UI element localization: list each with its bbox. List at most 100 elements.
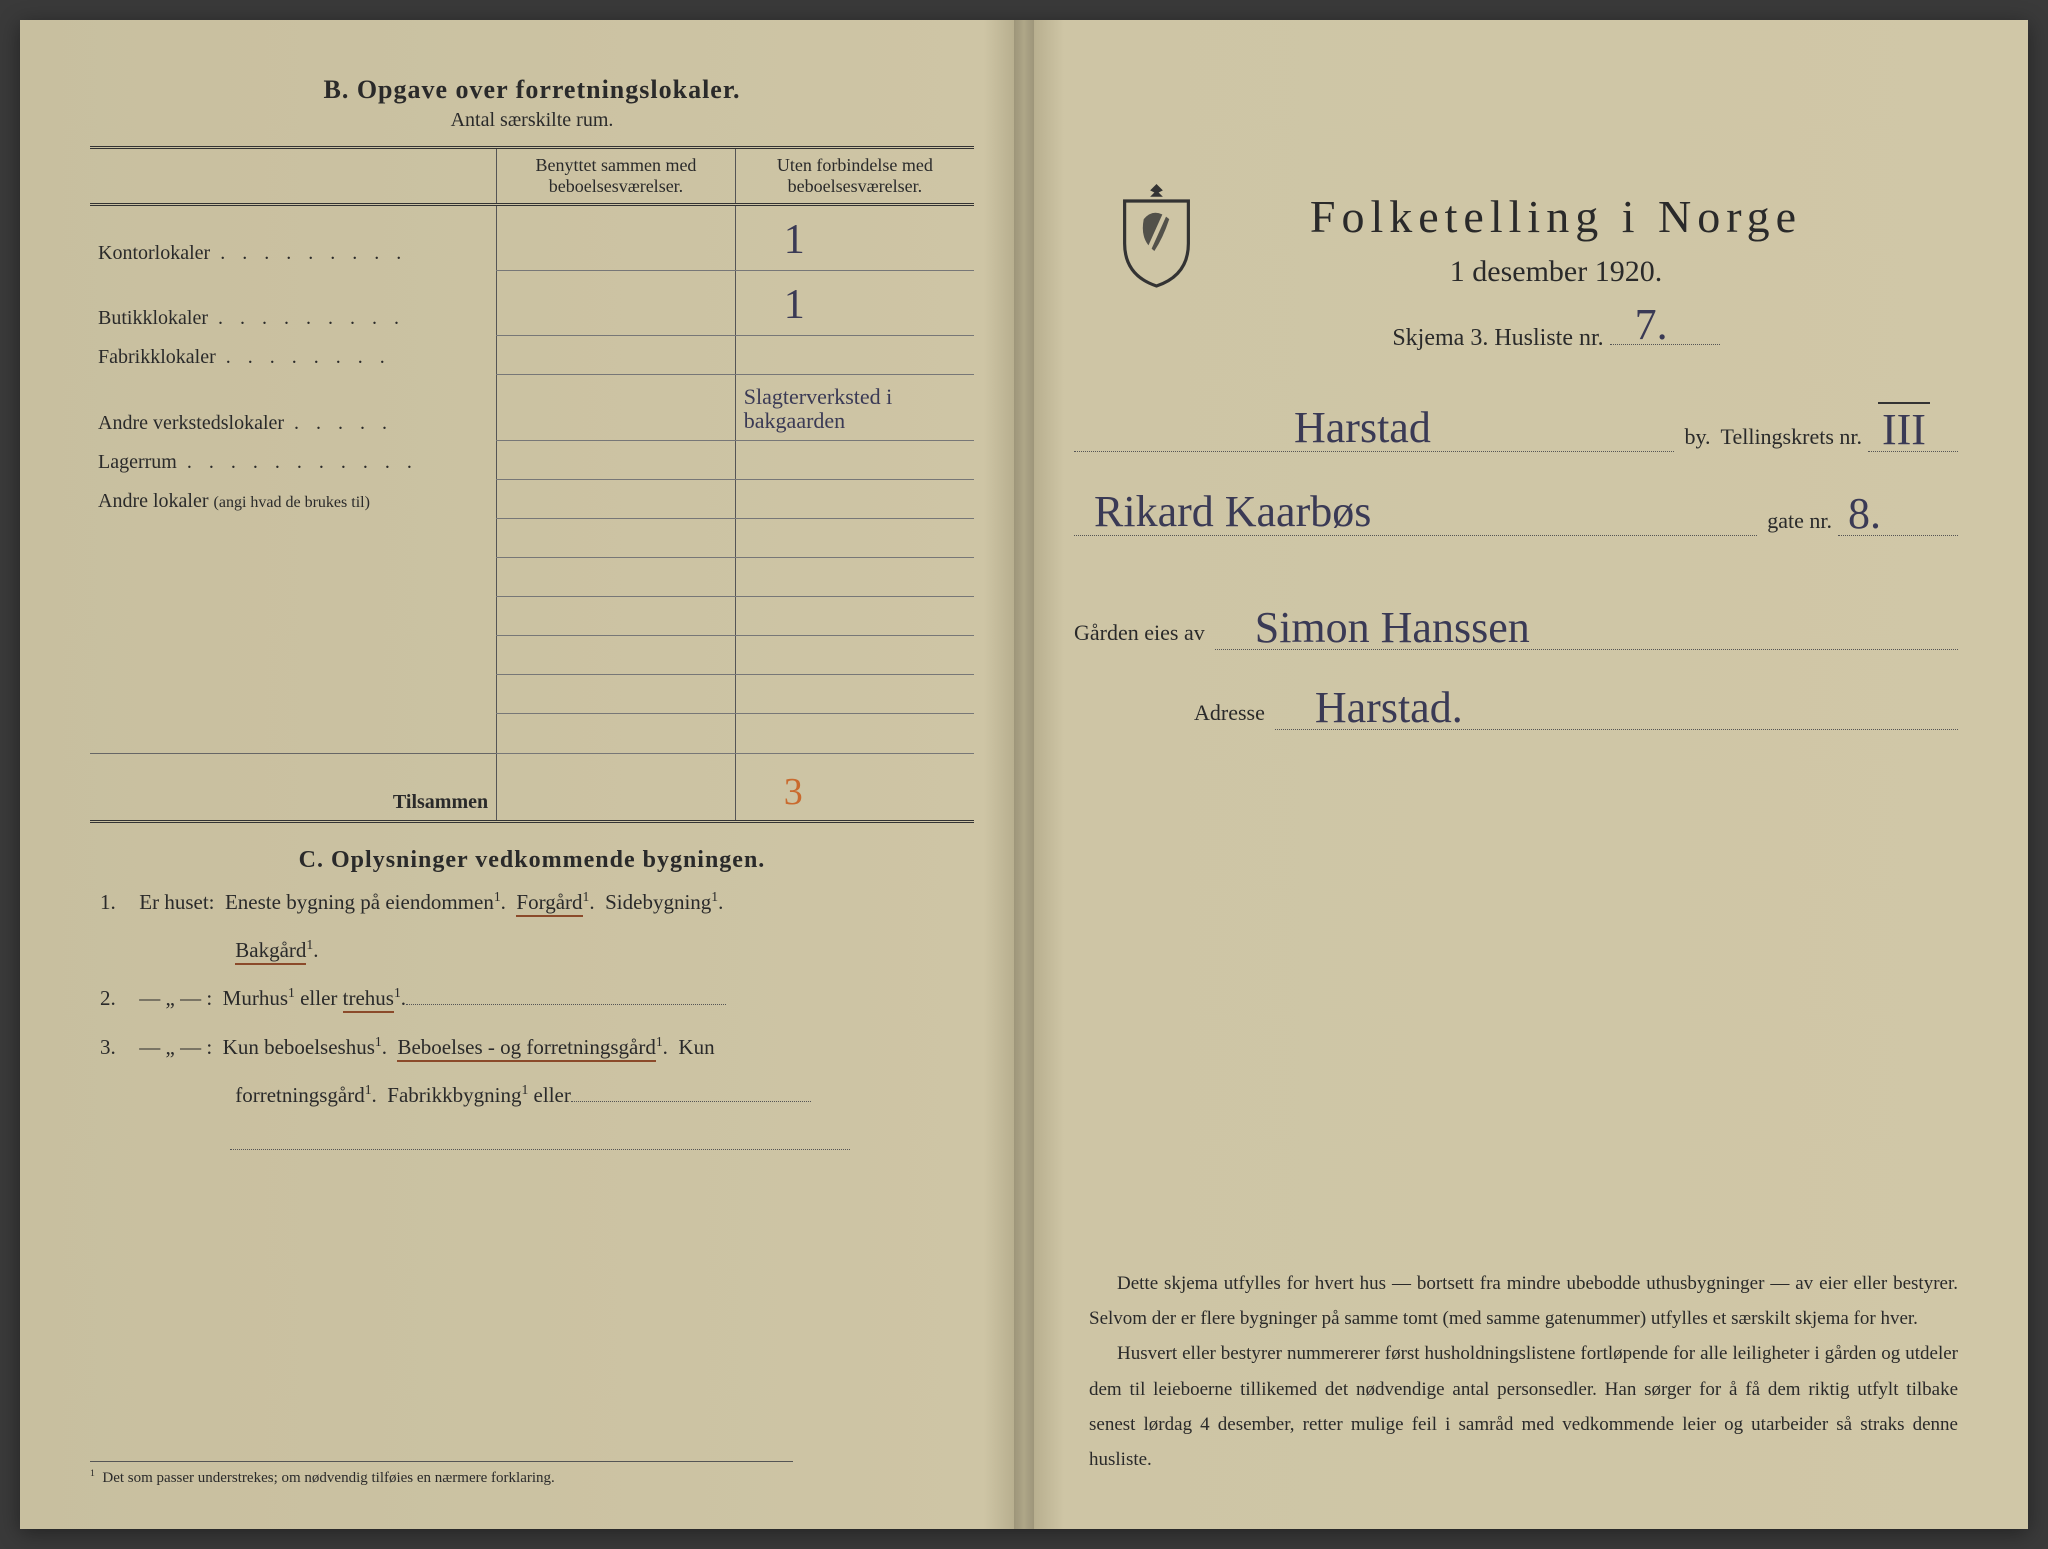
footnote-text: Det som passer understrekes; om nødvendi… <box>102 1470 554 1486</box>
instructions: Dette skjema utfylles for hvert hus — bo… <box>1089 1266 1958 1477</box>
sup: 1 <box>583 889 590 904</box>
owner-label: Gården eies av <box>1074 620 1215 650</box>
text: eller <box>300 986 337 1010</box>
right-page: Folketelling i Norge 1 desember 1920. Sk… <box>1024 20 2028 1529</box>
line-num: 2. <box>100 974 134 1022</box>
gate-name: Rikard Kaarbøs <box>1094 486 1371 537</box>
sup: 1 <box>494 889 501 904</box>
c-line-3: 3. — „ — : Kun beboelseshus1. Beboelses … <box>100 1023 974 1168</box>
text-underlined: Bakgård <box>235 938 306 965</box>
text-underlined: Forgård <box>516 890 582 917</box>
sup: 1 <box>306 937 313 952</box>
text: Murhus <box>223 986 288 1010</box>
text: Fabrikkbygning <box>387 1083 521 1107</box>
c-line-1: 1. Er huset: Eneste bygning på eiendomme… <box>100 878 974 975</box>
table-row-blank <box>90 519 974 558</box>
table-row: Andre verkstedslokaler . . . . . Slagter… <box>90 375 974 441</box>
gate-label: gate nr. <box>1763 508 1838 536</box>
table-row-blank <box>90 714 974 754</box>
row-label: Lagerrum <box>98 451 177 473</box>
row-label: Andre lokaler <box>98 490 209 512</box>
row-label: Butikklokaler <box>98 307 208 329</box>
sup: 1 <box>394 985 401 1000</box>
text: — „ — : <box>139 986 212 1010</box>
table-row: Kontorlokaler . . . . . . . . . 1 <box>90 205 974 271</box>
section-b-title: B. Opgave over forretningslokaler. <box>90 75 974 105</box>
table-row: Lagerrum . . . . . . . . . . . <box>90 441 974 480</box>
sup: 1 <box>375 1034 382 1049</box>
dots: . . . . . . . . . . . <box>187 451 418 473</box>
table-row: Fabrikklokaler . . . . . . . . <box>90 336 974 375</box>
row-note: (angi hvad de brukes til) <box>214 494 370 511</box>
address-label: Adresse <box>1074 700 1275 730</box>
text: Sidebygning <box>605 890 711 914</box>
cell-val: 1 <box>744 217 805 263</box>
tellingskrets-label: Tellingskrets nr. <box>1717 424 1868 452</box>
section-b-table: Benyttet sammen med beboelsesværelser. U… <box>90 146 974 823</box>
skjema-line: Skjema 3. Husliste nr. 7. <box>1154 325 1958 352</box>
total-row: Tilsammen 3 <box>90 753 974 821</box>
table-row-blank <box>90 636 974 675</box>
footnote-marker: 1 <box>90 1468 95 1479</box>
total-label: Tilsammen <box>90 753 497 821</box>
cell-val: 1 <box>744 282 805 328</box>
date-text: 1 desember 1920. <box>1450 255 1662 288</box>
table-row: Butikklokaler . . . . . . . . . 1 <box>90 271 974 336</box>
text: Eneste bygning på eiendommen <box>225 890 494 914</box>
sup: 1 <box>521 1082 528 1097</box>
section-b-subtitle: Antal særskilte rum. <box>90 109 974 132</box>
tellingskrets-value: III <box>1878 402 1930 455</box>
by-line: Harstad by. Tellingskrets nr. III <box>1074 412 1958 452</box>
col-header-2: Uten forbindelse med beboelsesværelser. <box>735 148 974 205</box>
instructions-p2: Husvert eller bestyrer nummererer først … <box>1089 1336 1958 1477</box>
col-header-blank <box>90 148 497 205</box>
address-value: Harstad. <box>1315 682 1463 733</box>
skjema-label: Skjema 3. Husliste nr. <box>1392 325 1603 351</box>
dots: . . . . . . . . . <box>220 242 407 264</box>
coat-of-arms-icon <box>1114 180 1199 290</box>
text-underlined: trehus <box>343 986 394 1013</box>
owner-value: Simon Hanssen <box>1255 602 1530 653</box>
census-date: 1 desember 1920. <box>1154 255 1958 289</box>
table-row-blank <box>90 597 974 636</box>
main-title: Folketelling i Norge <box>1154 190 1958 243</box>
text-underlined: Beboelses - og forretningsgård <box>397 1035 655 1062</box>
line-num: 1. <box>100 878 134 926</box>
dots: . . . . . . . . . <box>218 307 405 329</box>
census-form-spread: B. Opgave over forretningslokaler. Antal… <box>20 20 2028 1529</box>
text: forretningsgård <box>235 1083 364 1107</box>
sup: 1 <box>711 889 718 904</box>
table-row-blank <box>90 558 974 597</box>
dots: . . . . . <box>294 412 393 434</box>
left-page: B. Opgave over forretningslokaler. Antal… <box>20 20 1024 1529</box>
gate-nr: 8. <box>1848 488 1881 539</box>
section-c-title: C. Oplysninger vedkommende bygningen. <box>90 847 974 874</box>
section-b-body: Kontorlokaler . . . . . . . . . 1 Butikk… <box>90 205 974 822</box>
c-line-2: 2. — „ — : Murhus1 eller trehus1. <box>100 974 974 1022</box>
owner-line: Gården eies av Simon Hanssen <box>1074 606 1958 650</box>
footnote: 1 Det som passer understrekes; om nødven… <box>90 1461 793 1487</box>
address-line: Adresse Harstad. <box>1074 686 1958 730</box>
line-num: 3. <box>100 1023 134 1071</box>
text: eller <box>534 1083 571 1107</box>
text: Kun beboelseshus <box>223 1035 375 1059</box>
by-label: by. <box>1680 424 1716 452</box>
sup: 1 <box>288 985 295 1000</box>
sup: 1 <box>365 1082 372 1097</box>
text: Er huset: <box>139 890 214 914</box>
total-value: 3 <box>744 771 803 813</box>
col-header-1: Benyttet sammen med beboelsesværelser. <box>497 148 736 205</box>
table-row: Andre lokaler (angi hvad de brukes til) <box>90 480 974 519</box>
table-row-blank <box>90 675 974 714</box>
section-c: C. Oplysninger vedkommende bygningen. 1.… <box>90 847 974 1168</box>
cell-val: Slagterverksted i bakgaarden <box>744 385 966 433</box>
text: Kun <box>678 1035 714 1059</box>
sup: 1 <box>656 1034 663 1049</box>
row-label: Kontorlokaler <box>98 242 210 264</box>
row-label: Fabrikklokaler <box>98 346 216 368</box>
text: — „ — : <box>139 1035 212 1059</box>
by-value: Harstad <box>1294 402 1431 453</box>
gate-line: Rikard Kaarbøs gate nr. 8. <box>1074 496 1958 536</box>
instructions-p1: Dette skjema utfylles for hvert hus — bo… <box>1089 1266 1958 1336</box>
dots: . . . . . . . . <box>226 346 391 368</box>
